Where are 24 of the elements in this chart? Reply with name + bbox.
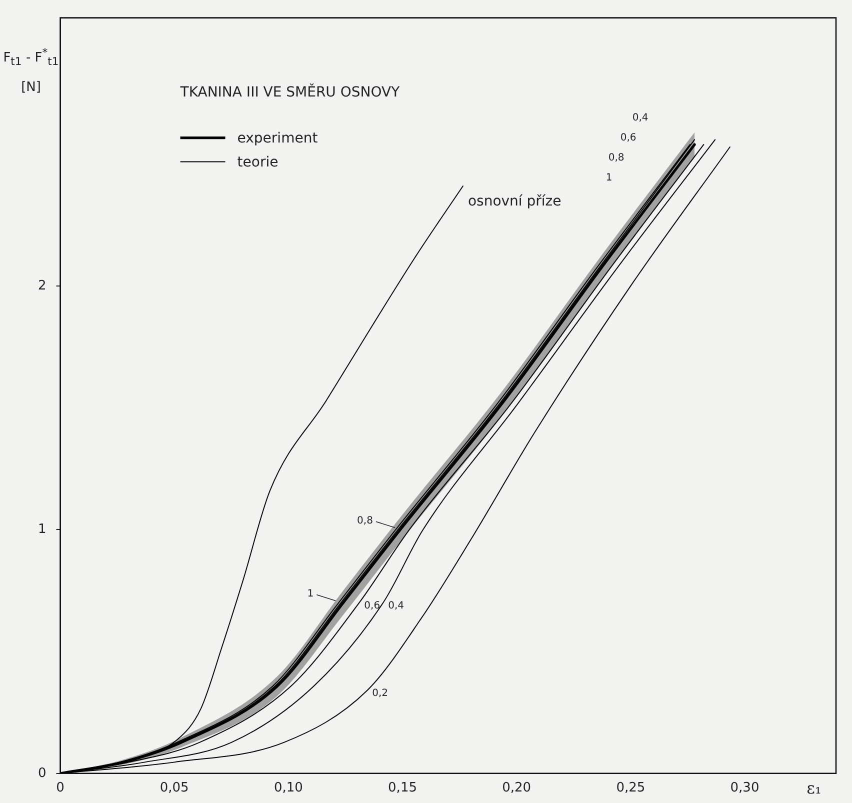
x-tick-label: 0,10	[274, 780, 303, 796]
x-tick-label: 0,30	[730, 780, 760, 796]
annotation: osnovní příze	[468, 194, 562, 210]
annotation: 0,6	[620, 132, 636, 144]
annotation: 0,4	[632, 112, 648, 124]
annotation: 0,6	[364, 600, 380, 612]
legend-label: teorie	[237, 154, 278, 170]
y-tick-label: 0	[38, 766, 46, 781]
annotation: 0,8	[608, 152, 624, 164]
y-tick-label: 1	[38, 522, 46, 538]
text: TKANINA III VE SMĚRU OSNOVY	[179, 83, 400, 100]
x-tick-label: 0,25	[616, 780, 646, 796]
annotation: 0,2	[372, 688, 388, 700]
x-tick-label: 0,05	[160, 780, 189, 796]
annotation: 0,4	[388, 600, 404, 612]
annotation: 1	[606, 172, 612, 184]
annotation: 1	[307, 588, 314, 600]
x-axis-title: ε₁	[806, 778, 822, 798]
x-tick-label: 0,15	[388, 780, 417, 796]
x-tick-label: 0	[56, 780, 64, 796]
annotation: 0,8	[357, 515, 373, 526]
y-tick-label: 2	[38, 278, 46, 294]
x-tick-label: 0,20	[502, 780, 532, 796]
legend-label: experiment	[237, 130, 318, 146]
